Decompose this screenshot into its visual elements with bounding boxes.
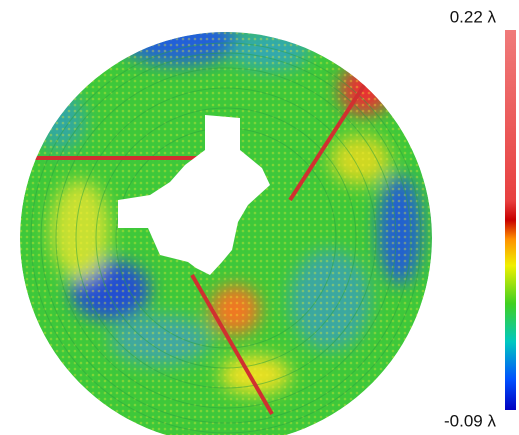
- wavefront-map: [20, 15, 432, 435]
- wavefront-figure: 0.22 λ -0.09 λ: [0, 0, 519, 435]
- colorbar: [505, 30, 516, 410]
- colorbar-min-label: -0.09 λ: [444, 411, 496, 430]
- colorbar-max-label: 0.22 λ: [450, 7, 497, 26]
